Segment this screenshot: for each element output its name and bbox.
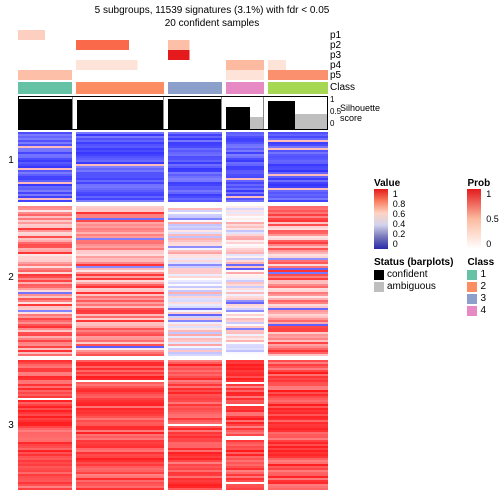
annotation-rows xyxy=(18,30,328,80)
value-gradient xyxy=(374,189,388,249)
legend-status-title: Status (barplots) xyxy=(374,257,453,268)
silhouette-barplot xyxy=(18,96,328,130)
legend-class-title: Class xyxy=(467,257,498,268)
value-gradient-labels: 10.80.60.40.20 xyxy=(393,189,406,249)
class-row xyxy=(18,82,328,94)
class-legend: 1234 xyxy=(467,269,498,316)
title-line-1: 5 subgroups, 11539 signatures (3.1%) wit… xyxy=(0,4,500,17)
heatmap xyxy=(18,132,328,494)
legend-value-title: Value xyxy=(374,178,453,189)
row-group-axis: 123 xyxy=(4,30,18,494)
prob-gradient xyxy=(467,189,481,249)
annotation-labels: p1p2p3p4p5Class10.50Silhouettescore xyxy=(328,30,368,494)
title-line-2: 20 confident samples xyxy=(0,17,500,30)
status-legend: confidentambiguous xyxy=(374,269,453,292)
legend-panel: Value 10.80.60.40.20 Status (barplots) c… xyxy=(368,30,500,494)
prob-gradient-labels: 10.50 xyxy=(486,189,499,249)
legend-prob-title: Prob xyxy=(467,178,498,189)
